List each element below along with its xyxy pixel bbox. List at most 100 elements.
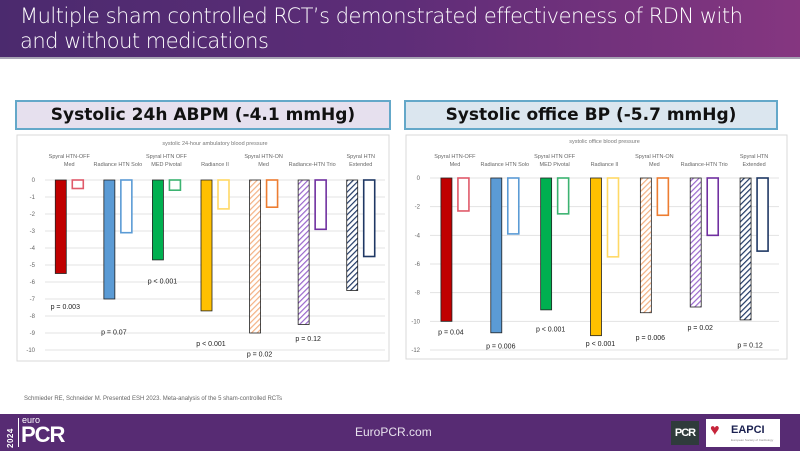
sham-bar <box>506 177 520 235</box>
p-value-label: p = 0.003 <box>51 304 80 311</box>
rdn-bar <box>346 179 359 291</box>
slide-title: Multiple sham controlled RCT’s demonstra… <box>20 4 743 53</box>
rdn-bar <box>200 179 213 312</box>
sham-bar <box>556 177 570 215</box>
sham-bar <box>71 179 85 190</box>
p-value-label: p = 0.07 <box>101 329 127 336</box>
p-value-label: p = 0.02 <box>687 325 713 332</box>
p-value-label: p = 0.006 <box>636 335 665 342</box>
category-label: Radiance II <box>591 162 619 168</box>
chart-subtitle: systolic 24-hour ambulatory blood pressu… <box>162 141 267 147</box>
sham-bar <box>168 179 182 191</box>
eapci-label: EAPCI <box>731 424 765 436</box>
category-label: Spyral HTN OFF <box>534 154 576 160</box>
website-link[interactable]: EuroPCR.com <box>355 425 432 439</box>
y-tick-label: -4 <box>415 233 421 239</box>
header-divider <box>0 57 800 59</box>
rdn-bar <box>639 177 652 314</box>
p-value-label: p = 0.12 <box>295 336 321 343</box>
y-tick-label: 0 <box>417 176 421 182</box>
category-label: Spyral HTN-OFF <box>434 154 476 160</box>
y-tick-label: -9 <box>30 331 36 337</box>
eapci-logo: ♥ EAPCI European Society of Cardiology <box>706 419 780 447</box>
left-panel-title: Systolic 24h ABPM (-4.1 mmHg) <box>15 100 391 130</box>
logo-divider <box>18 418 19 447</box>
y-tick-label: -8 <box>30 314 36 320</box>
logo-euro-text: euro <box>22 415 41 425</box>
p-value-label: p = 0.02 <box>247 351 273 358</box>
category-label: Radiance-HTN Trio <box>289 162 336 168</box>
p-value-label: p = 0.04 <box>438 329 464 336</box>
sham-bar <box>120 179 133 234</box>
y-tick-label: -7 <box>30 297 36 303</box>
y-tick-label: -10 <box>26 348 35 354</box>
pcr-badge-logo: PCR <box>671 421 699 445</box>
y-tick-label: -1 <box>30 195 36 201</box>
p-value-label: p < 0.001 <box>536 327 565 334</box>
y-tick-label: -10 <box>411 319 420 325</box>
rdn-bar <box>440 177 453 322</box>
y-tick-label: -2 <box>30 212 36 218</box>
y-tick-label: -8 <box>415 291 421 297</box>
p-value-label: p < 0.001 <box>586 341 615 348</box>
office-bp-chart: 0 -2 -4 -6 -8 -10 -12 systolic office blood pre… <box>404 133 789 361</box>
category-label: Extended <box>742 162 765 168</box>
category-label: Med <box>450 162 461 168</box>
p-value-label: p = 0.006 <box>486 344 515 351</box>
category-label: Med <box>649 162 660 168</box>
y-tick-label: -4 <box>30 246 36 252</box>
category-label: Med <box>258 162 269 168</box>
category-label: Spyral HTN <box>347 154 375 160</box>
category-label: MED Pivotal <box>151 162 181 168</box>
sham-bar <box>457 177 470 212</box>
category-label: Med <box>64 162 75 168</box>
y-tick-label: -3 <box>30 229 36 235</box>
category-label: Radiance HTN Solo <box>94 162 143 168</box>
rdn-bar <box>590 177 602 337</box>
category-label: Extended <box>349 162 372 168</box>
sham-bar <box>706 177 720 237</box>
rdn-bar <box>490 177 503 334</box>
logo-year: 2024 <box>6 428 15 448</box>
rdn-bar <box>689 177 702 308</box>
y-tick-label: -2 <box>415 205 421 211</box>
sham-bar <box>265 179 279 209</box>
rdn-bar <box>152 179 164 261</box>
reference-citation: Schmieder RE, Schneider M. Presented ESH… <box>24 396 283 402</box>
chart-subtitle: systolic office blood pressure <box>569 139 640 145</box>
office-bp-chart-svg: 0 -2 -4 -6 -8 -10 -12 systolic office blood pre… <box>405 134 788 360</box>
europcr-logo: PCR <box>21 422 65 447</box>
rdn-bar <box>249 179 261 334</box>
category-label: Spyral HTN OFF <box>146 154 188 160</box>
sham-bar <box>756 177 769 252</box>
rdn-bar <box>54 179 67 274</box>
sham-bar <box>314 179 327 231</box>
rdn-bar <box>297 179 310 325</box>
y-tick-label: -12 <box>411 348 420 354</box>
eapci-subtitle: European Society of Cardiology <box>731 438 774 442</box>
abpm-chart-svg: 0 -1 -2 -3 -4 -5 -6 -7 -8 -9 -10 systolic 24-hour a… <box>16 134 390 362</box>
category-label: Radiance-HTN Trio <box>681 162 728 168</box>
category-label: Radiance HTN Solo <box>480 162 529 168</box>
category-label: MED Pivotal <box>540 162 570 168</box>
category-label: Radiance II <box>201 162 229 168</box>
y-tick-label: -6 <box>415 262 421 268</box>
p-value-label: p < 0.001 <box>196 341 225 348</box>
header-banner: Multiple sham controlled RCT’s demonstra… <box>0 0 800 57</box>
sham-bar <box>606 177 620 258</box>
category-label: Spyral HTN-OFF <box>49 154 91 160</box>
y-tick-label: 0 <box>32 178 36 184</box>
sham-bar <box>217 179 230 210</box>
category-label: Spyral HTN-ON <box>635 154 674 160</box>
rdn-bar <box>739 177 752 321</box>
heart-icon: ♥ <box>710 422 720 439</box>
y-tick-label: -6 <box>30 280 36 286</box>
footer-bar <box>0 414 800 451</box>
right-panel-title: Systolic office BP (-5.7 mmHg) <box>404 100 778 130</box>
p-value-label: p < 0.001 <box>148 278 177 285</box>
rdn-bar <box>540 177 553 311</box>
p-value-label: p = 0.12 <box>737 342 763 349</box>
rdn-bar <box>103 179 116 300</box>
sham-bar <box>656 177 670 217</box>
category-label: Spyral HTN <box>740 154 768 160</box>
